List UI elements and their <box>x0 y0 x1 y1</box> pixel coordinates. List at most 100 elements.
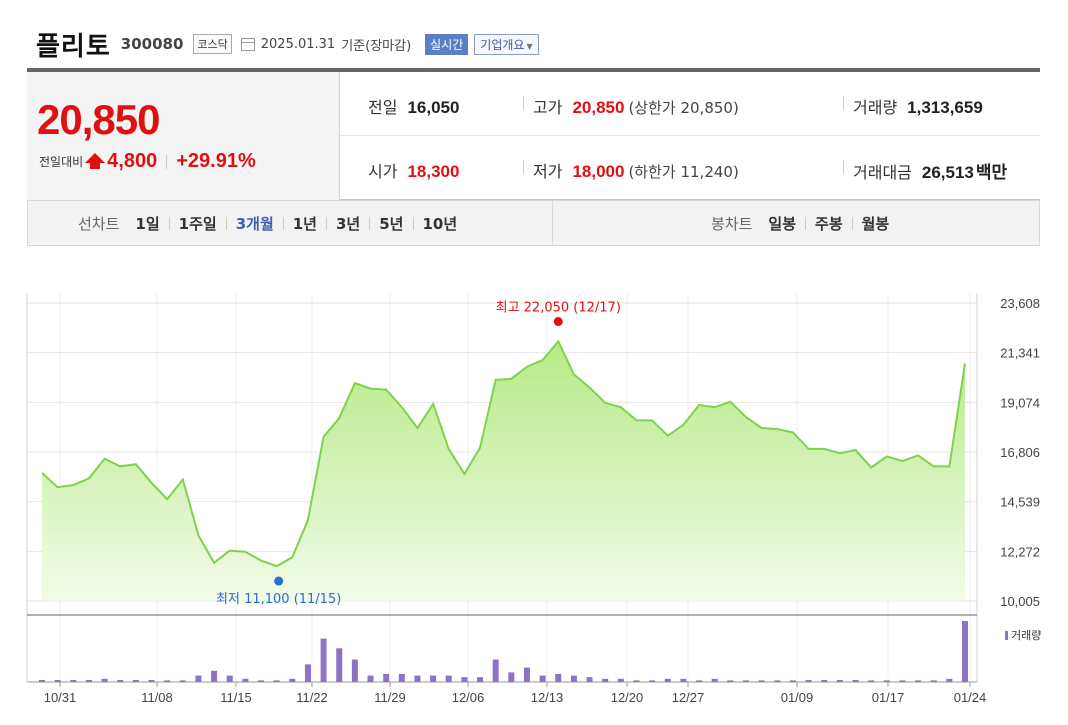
high-annotation: 최고 22,050 (12/17) <box>496 301 621 316</box>
volume-bar <box>742 680 749 682</box>
y-tick-label: 19,074 <box>1000 395 1040 410</box>
volume-bar <box>633 680 640 682</box>
volume-bar <box>586 677 593 682</box>
volume-bar <box>492 659 499 682</box>
volume-bar <box>117 680 124 682</box>
amount-label: 거래대금 <box>853 163 912 182</box>
y-tick-label: 23,608 <box>1000 296 1040 311</box>
company-overview-button[interactable]: 기업개요 ▼ <box>474 33 539 55</box>
candle-option-2[interactable]: 월봉 <box>861 214 890 233</box>
divider <box>282 216 284 230</box>
high-price: 고가 20,850 (상한가 20,850) <box>533 94 739 118</box>
volume-bar <box>899 680 906 682</box>
volume-bar <box>774 680 781 682</box>
volume-bar <box>758 680 765 682</box>
volume-bar <box>946 678 953 682</box>
volume-bar <box>70 680 77 682</box>
volume-bar <box>852 680 859 682</box>
volume-bar <box>148 680 155 682</box>
volume-bar <box>258 680 265 682</box>
volume-bar <box>336 648 343 682</box>
period-option-3[interactable]: 1년 <box>292 214 317 233</box>
volume-bar <box>39 680 45 682</box>
volume-bar <box>868 680 875 682</box>
period-bar: 선차트 1일 1주일 3개월 1년 3년 5년 10년 봉차트 일봉 주봉 월봉 <box>27 200 1040 246</box>
candle-option-0[interactable]: 일봉 <box>768 214 797 233</box>
open-value: 18,300 <box>407 162 460 181</box>
prev-close-label: 전일 <box>368 98 398 117</box>
info-row-1: 전일 16,050 고가 20,850 (상한가 20,850) 거래량 1,3… <box>340 72 1040 136</box>
volume-bar <box>664 678 671 682</box>
amount-value: 26,513 <box>921 163 974 182</box>
price-summary: 20,850 전일대비 4,800 +29.91% 전일 16,050 고가 2… <box>27 72 1040 200</box>
divider <box>369 216 371 230</box>
low-marker <box>274 576 284 586</box>
x-tick-label: 01/17 <box>872 690 905 705</box>
change-row: 전일대비 4,800 +29.91% <box>39 150 256 173</box>
volume-bar <box>304 664 311 682</box>
divider <box>843 96 844 110</box>
volume-bar <box>523 667 530 682</box>
divider <box>523 160 524 174</box>
low-annotation: 최저 11,100 (11/15) <box>216 592 341 607</box>
x-tick-label: 12/13 <box>531 690 564 705</box>
period-option-6[interactable]: 10년 <box>422 214 458 233</box>
divider <box>225 216 227 230</box>
x-tick-label: 12/20 <box>611 690 644 705</box>
volume-bar <box>54 680 61 682</box>
divider <box>168 216 170 230</box>
y-tick-label: 21,341 <box>1000 346 1040 361</box>
volume-bar <box>179 680 186 682</box>
divider <box>805 216 807 230</box>
stock-name: 플리토 <box>36 31 111 62</box>
high-marker <box>553 317 563 327</box>
volume-bar <box>962 621 968 682</box>
realtime-button[interactable]: 실시간 <box>425 33 469 55</box>
volume-value: 1,313,659 <box>907 98 983 117</box>
x-tick-label: 11/08 <box>141 690 173 705</box>
up-arrow-icon <box>85 152 106 169</box>
period-option-0[interactable]: 1일 <box>135 214 160 233</box>
change-value: 4,800 <box>107 150 158 172</box>
volume-bar <box>351 659 358 682</box>
open-label: 시가 <box>368 162 398 181</box>
volume-bar <box>164 680 171 682</box>
low-value: 18,000 <box>572 162 625 181</box>
x-tick-label: 01/24 <box>954 690 987 705</box>
volume-bar <box>602 678 609 682</box>
market-badge: 코스닥 <box>193 34 232 54</box>
candle-option-1[interactable]: 주봉 <box>815 214 843 233</box>
volume-bar <box>383 673 390 682</box>
period-option-5[interactable]: 5년 <box>379 214 404 233</box>
stock-code: 300080 <box>120 35 184 53</box>
chevron-down-icon: ▼ <box>526 41 533 51</box>
change-percent: +29.91% <box>176 150 256 172</box>
volume-bar <box>727 680 734 682</box>
volume-bar <box>649 680 656 682</box>
change-label: 전일대비 <box>39 155 84 169</box>
low-label: 저가 <box>533 162 563 181</box>
lower-limit: (하한가 11,240) <box>628 163 739 181</box>
divider <box>843 160 844 174</box>
period-option-1[interactable]: 1주일 <box>178 214 217 233</box>
y-tick-label: 14,539 <box>1000 495 1040 510</box>
divider <box>326 216 327 230</box>
divider <box>552 201 553 245</box>
volume-bar <box>789 680 796 682</box>
stock-header: 플리토 300080 코스닥 2025.01.31 기준(장마감) 실시간 기업… <box>36 26 539 62</box>
period-option-4[interactable]: 3년 <box>336 214 361 233</box>
volume-bar <box>555 673 562 682</box>
volume-bar <box>680 678 687 682</box>
period-option-2[interactable]: 3개월 <box>235 214 274 233</box>
volume-bar <box>132 680 139 682</box>
prev-close-value: 16,050 <box>407 98 460 117</box>
volume-bar <box>398 673 405 682</box>
volume-bar <box>805 680 812 682</box>
x-tick-label: 12/27 <box>672 690 705 705</box>
base-basis: 기준(장마감) <box>341 38 412 54</box>
volume-bar <box>821 680 828 682</box>
volume-bar <box>445 675 452 682</box>
divider <box>523 96 524 110</box>
company-overview-label: 기업개요 <box>480 37 525 52</box>
x-tick-label: 11/15 <box>220 690 252 705</box>
